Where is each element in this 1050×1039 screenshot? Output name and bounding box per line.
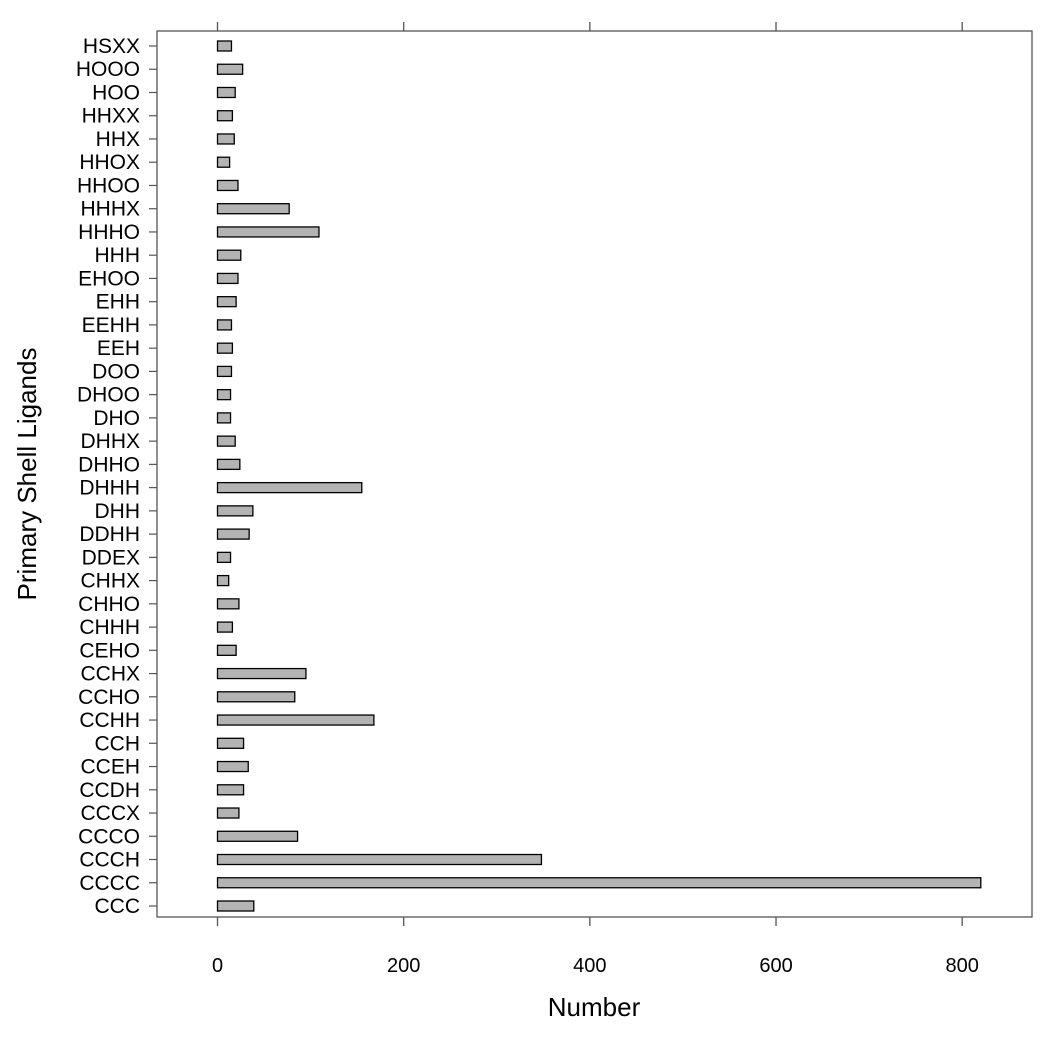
bar-doo (216, 365, 233, 378)
y-axis-title: Primary Shell Ligands (12, 348, 42, 601)
category-label-dhoo: DHOO (77, 384, 140, 407)
bar-ccho (216, 691, 296, 703)
bar-hsxx (216, 40, 233, 52)
bar-eeh (216, 342, 234, 354)
bar-dhhx (216, 435, 236, 447)
category-label-ceho: CEHO (79, 639, 140, 662)
bar-chhx (216, 574, 230, 587)
category-label-dhho: DHHO (78, 453, 140, 476)
category-label-hsxx: HSXX (83, 35, 140, 58)
category-label-hhoo: HHOO (77, 174, 140, 197)
bar-ccco (216, 830, 299, 842)
category-label-hoo: HOO (92, 81, 140, 104)
bar-chho (216, 598, 240, 610)
bar-cccx (216, 807, 240, 819)
x-tick-label: 200 (387, 955, 420, 977)
category-label-eehh: EEHH (82, 314, 140, 337)
bar-ehoo (216, 272, 239, 285)
category-label-hhh: HHH (95, 244, 141, 267)
category-label-cceh: CCEH (80, 756, 140, 779)
category-label-hhx: HHX (96, 128, 140, 151)
category-labels: CCCCCCCCCCHCCCOCCCXCCDHCCEHCCHCCHHCCHOCC… (76, 35, 157, 918)
category-label-ccho: CCHO (78, 686, 140, 709)
category-label-ehh: EHH (96, 291, 140, 314)
category-label-ccch: CCCH (79, 849, 140, 872)
category-label-hhhx: HHHX (80, 198, 140, 221)
category-label-chho: CHHO (78, 593, 140, 616)
category-label-ehoo: EHOO (78, 267, 140, 290)
category-label-hhho: HHHO (78, 221, 140, 244)
bar-hooo (216, 63, 244, 75)
category-label-hhox: HHOX (79, 151, 140, 174)
category-label-ddex: DDEX (82, 546, 140, 569)
bar-hhhx (216, 203, 290, 215)
bars-group (216, 40, 982, 912)
bar-eehh (216, 319, 233, 331)
bar-dhoo (216, 388, 232, 401)
bar-hhx (216, 133, 235, 145)
bar-ddex (216, 551, 232, 564)
x-tick-label: 800 (945, 955, 978, 977)
bar-ccc (216, 900, 255, 912)
category-label-cchx: CCHX (80, 663, 140, 686)
bar-cceh (216, 760, 249, 773)
bar-dhhh (216, 481, 363, 494)
category-label-hhxx: HHXX (82, 105, 140, 128)
category-label-ccc: CCC (95, 895, 141, 918)
bar-dhh (216, 505, 254, 517)
bar-ceho (216, 644, 237, 656)
bar-ddhh (216, 528, 250, 540)
x-tick-label: 0 (212, 955, 223, 977)
category-label-chhx: CHHX (80, 570, 140, 593)
category-label-ddhh: DDHH (79, 523, 140, 546)
category-label-cch: CCH (95, 732, 141, 755)
bar-cccc (216, 877, 982, 889)
category-label-cchh: CCHH (79, 709, 140, 732)
x-tick-label: 600 (759, 955, 792, 977)
category-label-eeh: EEH (97, 337, 140, 360)
bar-hhox (216, 156, 231, 168)
category-label-doo: DOO (92, 360, 140, 383)
category-label-hooo: HOOO (76, 58, 140, 81)
x-axis-title: Number (548, 992, 641, 1022)
bar-ehh (216, 296, 237, 308)
category-label-dho: DHO (93, 407, 140, 430)
bar-cchh (216, 714, 375, 726)
bar-dhho (216, 458, 241, 471)
category-label-chhh: CHHH (79, 616, 140, 639)
bar-ccdh (216, 784, 245, 796)
category-label-cccc: CCCC (79, 872, 140, 895)
bar-hhxx (216, 110, 234, 122)
bar-cch (216, 737, 245, 749)
bar-hhho (216, 226, 320, 238)
bar-chhh (216, 621, 234, 633)
category-label-dhhx: DHHX (80, 430, 140, 453)
bar-cchx (216, 667, 307, 680)
category-label-dhhh: DHHH (79, 477, 140, 500)
x-ticks: 0 200 400 600 800 (212, 22, 979, 977)
category-label-dhh: DHH (95, 500, 141, 523)
x-tick-label: 400 (573, 955, 606, 977)
plot-frame (156, 30, 1033, 918)
bar-ccch (216, 853, 543, 866)
bar-hoo (216, 86, 236, 99)
bar-hhh (216, 249, 242, 261)
category-label-ccdh: CCDH (79, 779, 140, 802)
bar-hhoo (216, 179, 239, 192)
bar-dho (216, 412, 232, 424)
category-label-ccco: CCCO (78, 825, 140, 848)
category-label-cccx: CCCX (80, 802, 140, 825)
